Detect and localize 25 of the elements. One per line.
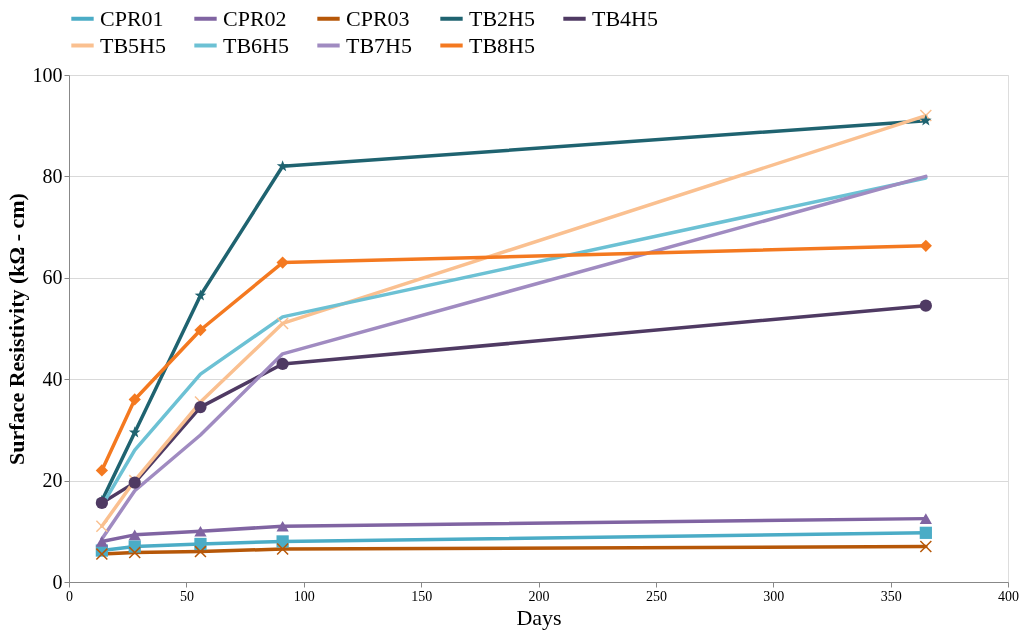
y-tick-label: 80	[42, 164, 63, 187]
legend-label: TB2H5	[469, 5, 535, 31]
x-axis-title: Days	[516, 604, 562, 630]
legend-label: TB4H5	[592, 5, 658, 31]
legend-label: TB7H5	[346, 32, 412, 58]
x-tick-label: 200	[528, 588, 550, 604]
y-tick-label: 40	[42, 367, 63, 390]
y-tick-label: 100	[32, 63, 63, 86]
legend-label: CPR02	[223, 5, 287, 31]
x-tick-label: 100	[293, 588, 315, 604]
y-tick-label: 60	[42, 266, 63, 289]
x-tick-label: 350	[880, 588, 902, 604]
legend-label: TB8H5	[469, 32, 535, 58]
x-tick-label: 400	[998, 588, 1019, 604]
legend-label: CPR03	[346, 5, 410, 31]
x-tick-label: 250	[645, 588, 667, 604]
legend-label: CPR01	[100, 5, 164, 31]
legend-label: TB5H5	[100, 32, 166, 58]
x-tick-label: 300	[763, 588, 785, 604]
y-tick-label: 20	[42, 469, 63, 492]
x-tick-label: 50	[179, 588, 194, 604]
y-axis-title: Surface Resistivity (kΩ - cm)	[3, 193, 29, 465]
legend-label: TB6H5	[223, 32, 289, 58]
x-tick-label: 0	[66, 588, 73, 604]
x-tick-label: 150	[411, 588, 433, 604]
